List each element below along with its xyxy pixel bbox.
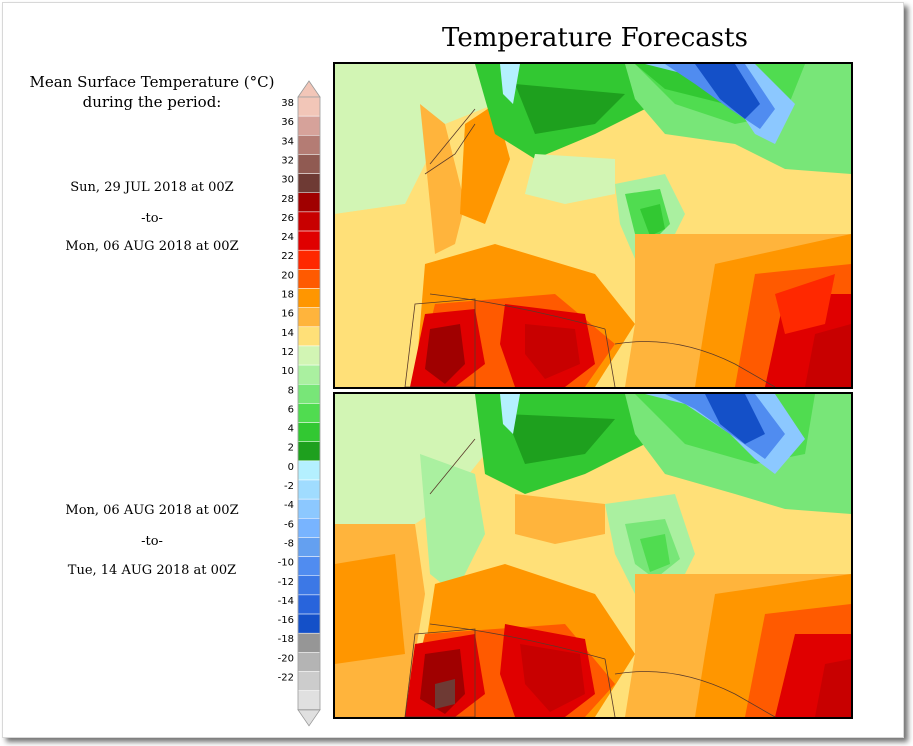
period1-end: Mon, 06 AUG 2018 at 00Z: [65, 239, 239, 254]
legend-title: Mean Surface Temperature (°C) during the…: [17, 72, 287, 112]
period2-start: Mon, 06 AUG 2018 at 00Z: [65, 503, 239, 518]
temperature-field-map2: [335, 394, 851, 717]
period2-sep: -to-: [141, 534, 163, 549]
period1-sep: -to-: [141, 211, 163, 226]
period1-start: Sun, 29 JUL 2018 at 00Z: [70, 180, 234, 195]
period2-end: Tue, 14 AUG 2018 at 00Z: [67, 563, 237, 578]
page-title: Temperature Forecasts: [442, 23, 748, 53]
legend-title-line1: Mean Surface Temperature (°C): [29, 73, 275, 91]
forecast-map-period2: [333, 392, 853, 719]
forecast-map-period1: [333, 62, 853, 389]
legend-title-line2: during the period:: [82, 93, 222, 111]
temperature-field-map1: [335, 64, 851, 387]
